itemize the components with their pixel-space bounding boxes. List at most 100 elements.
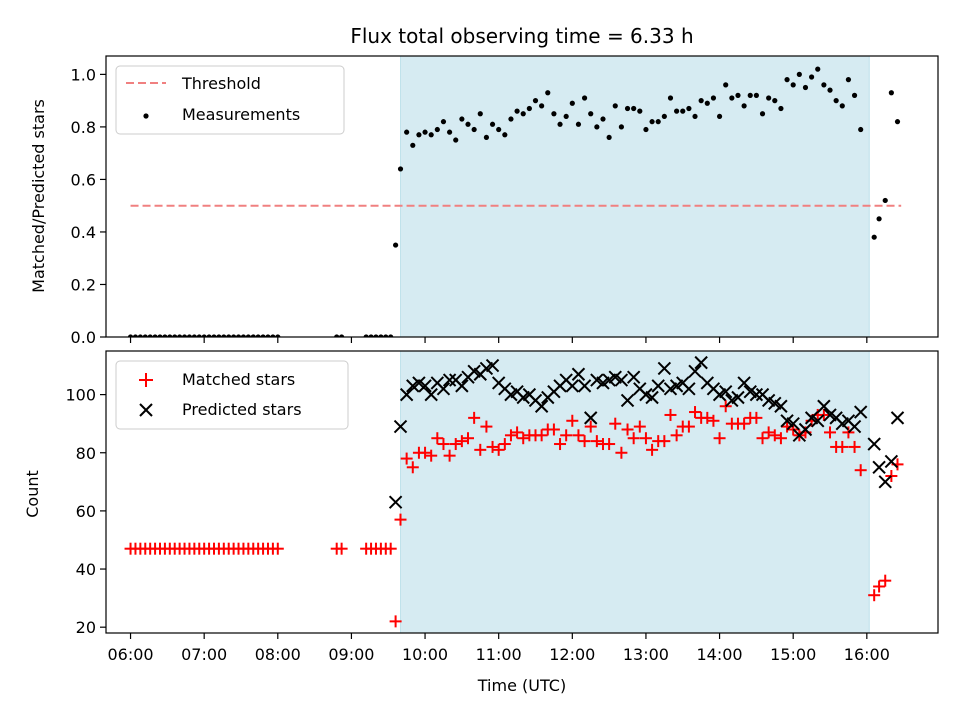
predicted-star-point (571, 367, 586, 381)
matched-star-point (504, 429, 517, 442)
count-y-label: Count (23, 470, 42, 518)
measurement-point (741, 103, 747, 109)
measurement-point (606, 134, 612, 141)
measurement-point (191, 334, 197, 337)
predicted-star-point (694, 355, 708, 370)
measurement-point (833, 98, 839, 104)
predicted-star-point (645, 390, 659, 405)
matched-star-point (664, 408, 677, 421)
measurement-point (766, 95, 772, 101)
ratio-y-tick-label: 1.0 (71, 65, 96, 84)
count-x-tick-label: 06:00 (107, 645, 153, 664)
matched-star-point (590, 435, 603, 448)
matched-star-point (621, 423, 634, 436)
predicted-star-point (657, 361, 672, 376)
matched-star-point (431, 432, 444, 445)
measurement-point (649, 119, 655, 125)
matched-star-point (449, 438, 462, 451)
matched-star-point (609, 417, 622, 430)
measurement-point (152, 334, 158, 337)
count-panel: 20 40 60 80 100 06:00 07:00 08:00 09:00 10:00 11:… (23, 350, 939, 695)
count-x-tick-label: 15:00 (770, 645, 816, 664)
matched-star-point (572, 429, 585, 442)
matched-star-point (389, 615, 402, 628)
predicted-star-point (455, 379, 469, 393)
measurement-point (404, 129, 410, 135)
measurement-point (655, 119, 661, 125)
count-x-tick-label: 09:00 (328, 645, 374, 664)
legend-predicted-swatch (139, 403, 153, 417)
measurement-point (735, 92, 741, 98)
measurement-point (637, 108, 643, 114)
measurement-point (162, 334, 168, 337)
measurement-point (397, 166, 404, 172)
measurement-point (545, 90, 551, 96)
measurement-point (716, 113, 723, 120)
predicted-star-point (565, 379, 580, 393)
measurement-point (723, 82, 729, 88)
measurement-point (226, 334, 232, 337)
measurement-point (821, 82, 827, 88)
matched-star-point (879, 574, 892, 587)
measurement-point (845, 77, 852, 83)
measurement-point (624, 105, 631, 112)
measurement-point (206, 334, 212, 337)
measurement-point (888, 90, 894, 96)
measurement-point (383, 334, 389, 337)
measurement-point (167, 334, 173, 337)
matched-star-point (762, 426, 775, 439)
measurement-point (778, 105, 784, 112)
predicted-star-point (798, 422, 813, 437)
matched-star-point (633, 420, 646, 433)
measurement-point (459, 116, 465, 122)
measurement-point (245, 334, 251, 337)
matched-star-point (584, 420, 597, 433)
measurement-point (815, 66, 821, 72)
matched-star-point (468, 411, 481, 424)
predicted-star-point (731, 390, 745, 405)
ratio-y-tick-label: 0.6 (71, 170, 96, 189)
measurement-point (368, 334, 374, 337)
matched-star-point (455, 435, 468, 448)
count-x-tick-label: 11:00 (476, 645, 522, 664)
measurement-point (127, 334, 134, 337)
matched-star-point (394, 513, 407, 526)
legend-matched-label: Matched stars (182, 370, 295, 389)
measurement-point (378, 334, 384, 337)
measurement-point (772, 98, 778, 104)
predicted-star-point (614, 373, 629, 387)
matched-stars-points (124, 400, 904, 628)
ratio-panel: 0.0 0.2 0.4 0.6 0.8 1.0 Matched/Predicted sta… (29, 55, 939, 347)
count-y-tick-label: 20 (76, 618, 96, 637)
predicted-star-point (442, 373, 457, 387)
measurement-point (142, 334, 148, 337)
matched-star-point (271, 542, 284, 555)
matched-star-point (639, 432, 652, 445)
matched-star-point (437, 438, 450, 451)
count-legend: Matched stars Predicted stars (115, 360, 349, 430)
matched-star-point (578, 435, 591, 448)
predicted-star-point (388, 495, 403, 509)
measurement-point (790, 82, 796, 88)
matched-star-point (615, 446, 628, 459)
predicted-star-point (847, 419, 862, 434)
count-legend-box (115, 360, 349, 430)
measurement-point (502, 132, 508, 138)
matched-star-point (689, 406, 702, 419)
matched-star-point (868, 589, 881, 602)
matched-star-point (707, 414, 720, 427)
measurement-point (428, 132, 434, 138)
measurement-point (729, 95, 735, 101)
matched-star-point (462, 432, 475, 445)
ratio-panel-frame (105, 55, 939, 338)
legend-measurements-label: Measurements (182, 105, 300, 124)
matched-star-point (474, 443, 487, 456)
predicted-star-point (620, 393, 635, 408)
matched-star-point (535, 429, 548, 442)
measurement-point (216, 334, 222, 337)
matched-star-point (627, 432, 640, 445)
measurement-point (260, 334, 266, 337)
matched-star-point (554, 438, 567, 451)
measurement-point (186, 334, 193, 337)
measurement-point (483, 134, 490, 141)
